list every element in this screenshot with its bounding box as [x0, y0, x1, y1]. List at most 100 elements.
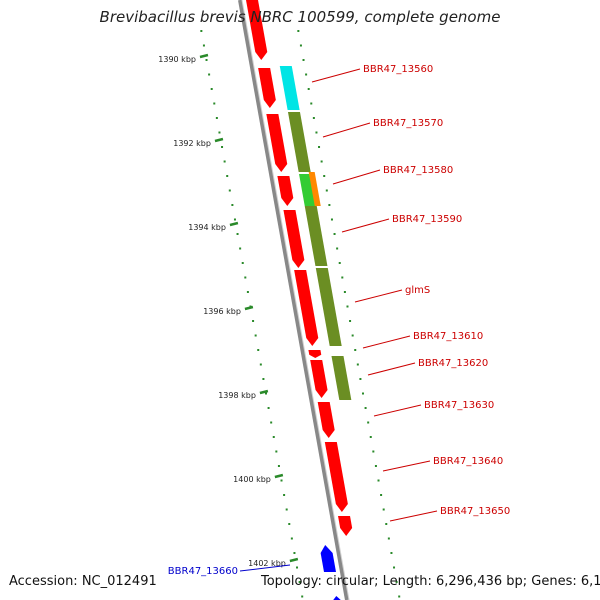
leader-line	[373, 404, 422, 417]
outer-dot	[320, 160, 323, 163]
gene-arrow	[283, 210, 305, 268]
outer-dot	[336, 247, 339, 250]
accession-text: Accession: NC_012491	[9, 574, 157, 589]
leader-line	[389, 510, 438, 522]
inner-dot	[236, 233, 239, 235]
outer-dot	[364, 407, 367, 409]
scale-label: 1394 kbp	[188, 223, 226, 232]
cog-block	[331, 356, 352, 400]
gene-arrow	[324, 442, 348, 512]
gene-arrow	[294, 270, 319, 346]
outer-dot	[369, 436, 372, 438]
gene-label: BBR47_13620	[418, 358, 488, 369]
major-tick	[229, 221, 239, 227]
outer-dot	[367, 421, 370, 424]
outer-dot	[393, 566, 396, 569]
gene-labels: BBR47_13560 BBR47_13570 BBR47_13580 BBR47_1…	[168, 64, 510, 577]
inner-dot	[275, 450, 278, 453]
genome-backbone	[238, 0, 350, 600]
inner-dot	[228, 189, 231, 192]
outer-dot	[343, 291, 346, 293]
gene-label: BBR47_13660	[168, 566, 238, 577]
inner-dot	[218, 131, 221, 134]
inner-dot	[262, 378, 265, 380]
inner-dot	[221, 146, 224, 148]
outer-dot	[372, 450, 375, 453]
leader-line	[322, 122, 371, 138]
gene-label: BBR47_13580	[383, 165, 453, 176]
inner-dot	[233, 218, 236, 221]
inner-dot	[280, 479, 283, 482]
cog-block	[315, 268, 342, 346]
outer-dot	[307, 88, 310, 90]
outer-dot	[318, 146, 321, 148]
outer-dot	[312, 117, 315, 119]
outer-dot	[299, 44, 302, 47]
gene-label: BBR47_13590	[392, 214, 462, 225]
gene-arrow	[277, 176, 294, 206]
gene-arrow	[338, 516, 353, 536]
cog-block	[279, 66, 300, 110]
inner-dot	[285, 508, 288, 511]
cog-block	[304, 206, 328, 266]
gene-arrow	[258, 68, 276, 108]
inner-dot	[272, 436, 275, 438]
minor-tick-dots	[200, 30, 401, 598]
inner-dot	[254, 334, 257, 337]
topology-summary: Topology: circular; Length: 6,296,436 bp…	[261, 574, 600, 589]
inner-dot	[213, 102, 216, 105]
gene-label: BBR47_13630	[424, 400, 494, 411]
inner-dot	[298, 581, 301, 583]
inner-dot	[296, 566, 299, 569]
scale-label: 1402 kbp	[248, 559, 286, 568]
inner-dot	[223, 160, 226, 163]
outer-dot	[325, 189, 328, 192]
major-tick	[274, 473, 284, 479]
inner-dot	[277, 465, 280, 467]
outer-dot	[323, 175, 326, 177]
label-leader-lines	[239, 68, 438, 572]
scale-label: 1392 kbp	[173, 139, 211, 148]
inner-dot	[202, 44, 205, 47]
inner-dot	[215, 117, 218, 119]
leader-line	[311, 68, 361, 83]
inner-dot	[241, 262, 244, 264]
gene-arrow-reverse	[320, 545, 337, 572]
outer-dot	[305, 73, 308, 76]
inner-dot	[252, 320, 255, 322]
outer-dot	[330, 218, 333, 221]
inner-dot	[257, 349, 260, 351]
major-tick	[199, 53, 209, 59]
outer-dot	[395, 581, 398, 583]
inner-dot	[267, 407, 270, 409]
gene-label: BBR47_13610	[413, 331, 483, 342]
inner-dot	[270, 421, 273, 424]
cog-block	[287, 112, 311, 172]
outer-dot	[361, 392, 364, 395]
gene-arrow	[245, 0, 268, 60]
gene-label: glmS	[405, 285, 430, 296]
gene-arrow	[317, 402, 335, 438]
cog-block-orange	[308, 172, 321, 206]
cog-track	[279, 66, 352, 400]
scale-label: 1398 kbp	[218, 391, 256, 400]
outer-dot	[302, 59, 305, 61]
scale-label: 1396 kbp	[203, 307, 241, 316]
map-title: Brevibacillus brevis NBRC 100599, comple…	[99, 8, 501, 26]
inner-dot	[210, 88, 213, 90]
scale-label: 1390 kbp	[158, 55, 196, 64]
leader-line	[382, 460, 431, 472]
gene-track	[245, 0, 353, 600]
outer-dot	[382, 508, 385, 511]
outer-dot	[346, 305, 349, 308]
leader-line	[362, 335, 411, 349]
major-tick	[214, 137, 224, 143]
inner-dot	[226, 175, 229, 177]
gene-label: BBR47_13560	[363, 64, 433, 75]
leader-line	[354, 289, 403, 303]
inner-dot	[246, 291, 249, 293]
major-tick	[259, 389, 269, 395]
outer-dot	[374, 465, 377, 467]
inner-dot	[301, 595, 304, 598]
